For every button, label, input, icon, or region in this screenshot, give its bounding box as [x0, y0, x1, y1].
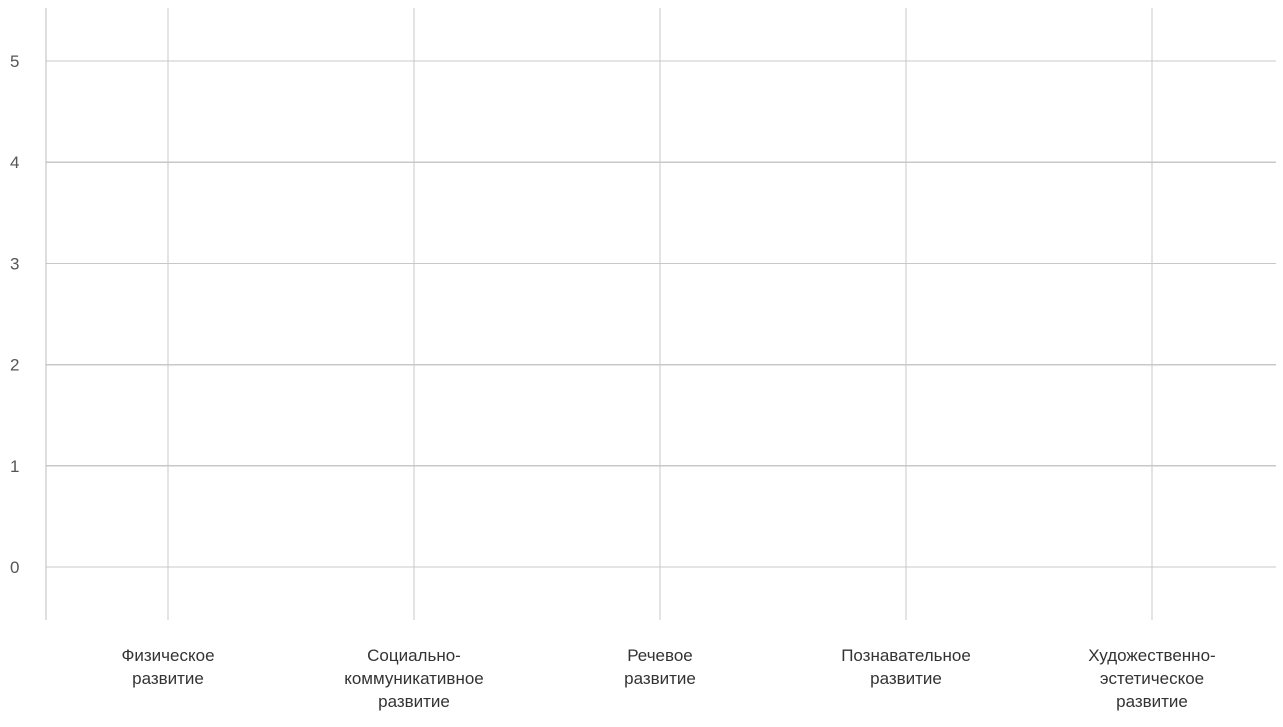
x-category-label-2: Речевое развитие: [624, 646, 696, 688]
x-category-label-2-line-0: Речевое: [627, 646, 693, 665]
x-category-label-3-line-1: развитие: [870, 669, 942, 688]
x-category-label-4-line-0: Художественно-: [1088, 646, 1215, 665]
y-axis-tick-labels: 0 1 2 3 4 5: [10, 52, 19, 577]
y-tick-label-0: 0: [10, 558, 19, 577]
x-category-label-1: Социально-коммуникативное развитие: [344, 646, 484, 711]
grid-layer: [46, 8, 1276, 620]
x-category-label-0-line-0: Физическое: [121, 646, 214, 665]
x-category-label-0: Физическое развитие: [121, 646, 214, 688]
x-category-label-3-line-0: Познавательное: [841, 646, 971, 665]
x-category-label-4-line-1: эстетическое: [1100, 669, 1204, 688]
y-tick-label-3: 3: [10, 254, 19, 273]
x-category-label-4: Художественно-эстетическое развитие: [1088, 646, 1215, 711]
y-tick-label-5: 5: [10, 52, 19, 71]
y-tick-label-1: 1: [10, 457, 19, 476]
x-category-label-1-line-1: коммуникативное: [344, 669, 484, 688]
x-category-label-1-line-0: Социально-: [367, 646, 461, 665]
x-category-label-0-line-1: развитие: [132, 669, 204, 688]
x-category-label-2-line-1: развитие: [624, 669, 696, 688]
y-tick-label-4: 4: [10, 153, 19, 172]
x-axis-category-labels: Физическое развитиеСоциально-коммуникатив…: [121, 646, 1215, 711]
x-category-label-4-line-2: развитие: [1116, 692, 1188, 711]
x-category-label-1-line-2: развитие: [378, 692, 450, 711]
y-tick-label-2: 2: [10, 356, 19, 375]
x-category-label-3: Познавательное развитие: [841, 646, 971, 688]
